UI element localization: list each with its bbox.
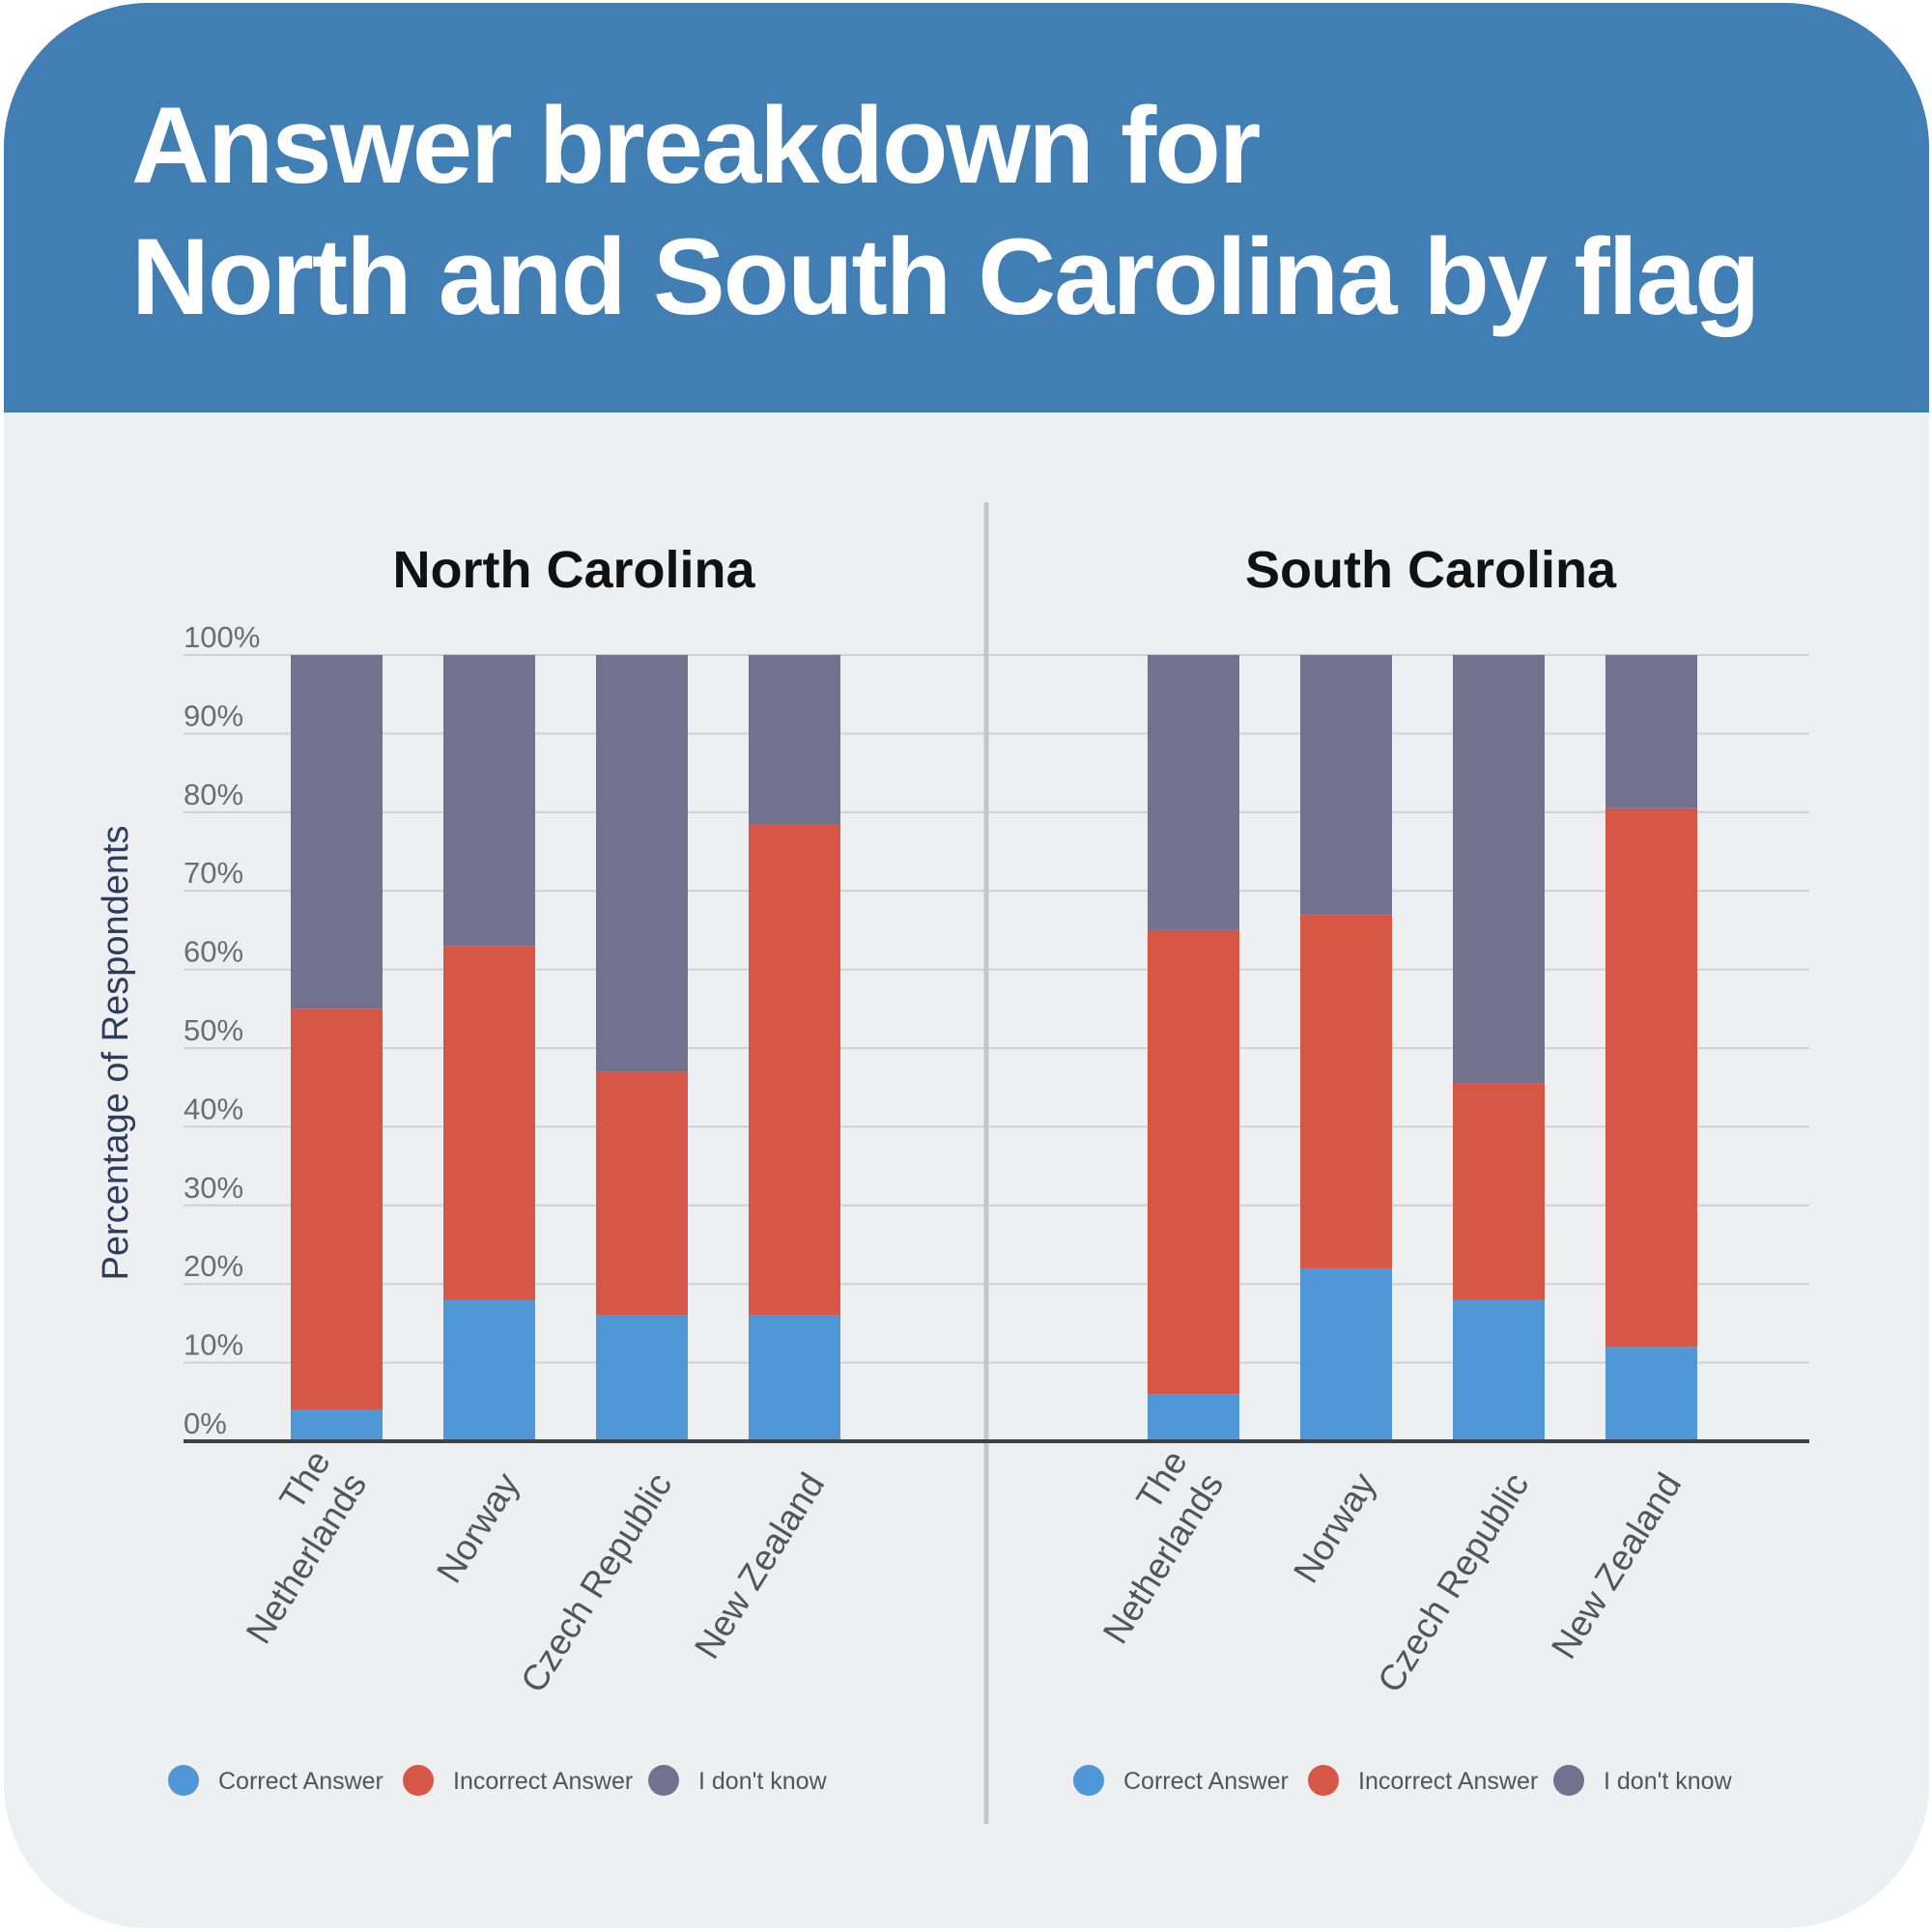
panel-title: North Carolina bbox=[392, 541, 755, 599]
bar-segment bbox=[1148, 655, 1239, 930]
bar-segment bbox=[443, 1299, 535, 1441]
bar-segment bbox=[596, 655, 688, 1072]
bar-segment bbox=[1453, 1299, 1545, 1441]
chart-title-line-1: Answer breakdown for bbox=[131, 85, 1261, 206]
legend-label: Correct Answer bbox=[218, 1768, 384, 1795]
bar-segment bbox=[596, 1315, 688, 1441]
x-tick-label-line: New Zealand bbox=[1544, 1466, 1689, 1666]
legend-swatch bbox=[403, 1765, 434, 1796]
bar-segment bbox=[1605, 1347, 1697, 1441]
bar-segment bbox=[291, 1409, 383, 1441]
y-tick-label: 80% bbox=[184, 778, 243, 811]
bar-segment bbox=[291, 1009, 383, 1410]
y-tick-label: 100% bbox=[184, 620, 260, 654]
bar-segment bbox=[596, 1071, 688, 1316]
bar-segment bbox=[1453, 655, 1545, 1084]
y-tick-label: 70% bbox=[184, 856, 243, 890]
bar-segment bbox=[749, 1315, 840, 1441]
bar-segment bbox=[443, 946, 535, 1300]
bar-segment bbox=[1148, 929, 1239, 1395]
x-tick-label: Norway bbox=[429, 1465, 526, 1590]
x-tick-label: TheNetherlands bbox=[1059, 1443, 1231, 1650]
x-tick-label-line: Czech Republic bbox=[513, 1466, 679, 1699]
legend-swatch bbox=[1553, 1765, 1584, 1796]
chart-panel: South Carolina TheNetherlands NorwayCzech … bbox=[1059, 541, 1733, 1796]
bar-segment bbox=[1605, 655, 1697, 809]
bar-segment bbox=[1148, 1394, 1239, 1441]
legend-label: I don't know bbox=[698, 1768, 828, 1795]
legend-swatch bbox=[648, 1765, 679, 1796]
x-tick-label-line: New Zealand bbox=[687, 1466, 832, 1666]
x-tick-label: TheNetherlands bbox=[202, 1443, 374, 1650]
header-banner: Answer breakdown for North and South Car… bbox=[4, 3, 1929, 412]
bar-segment bbox=[291, 655, 383, 1009]
y-axis-label: Percentage of Respondents bbox=[96, 825, 136, 1280]
y-tick-label: 30% bbox=[184, 1171, 243, 1205]
bar-segment bbox=[749, 655, 840, 825]
y-tick-label: 60% bbox=[184, 935, 243, 969]
bar-segment bbox=[1453, 1083, 1545, 1300]
x-tick-label-line: Norway bbox=[1286, 1465, 1383, 1590]
x-tick-label: Norway bbox=[1286, 1465, 1383, 1590]
x-tick-label-line: Czech Republic bbox=[1370, 1466, 1536, 1699]
y-tick-label: 0% bbox=[184, 1406, 227, 1440]
y-tick-label: 10% bbox=[184, 1328, 243, 1362]
legend-swatch bbox=[168, 1765, 199, 1796]
x-tick-label-line: Norway bbox=[429, 1465, 526, 1590]
bar-segment bbox=[1300, 1267, 1392, 1441]
x-tick-label: Czech Republic bbox=[513, 1466, 679, 1699]
x-tick-label: Czech Republic bbox=[1370, 1466, 1536, 1699]
chart-title-line-2: North and South Carolina by flag bbox=[131, 216, 1760, 337]
y-tick-label: 20% bbox=[184, 1249, 243, 1283]
panel-title: South Carolina bbox=[1245, 541, 1617, 599]
bar-segment bbox=[1300, 655, 1392, 915]
x-tick-label: New Zealand bbox=[687, 1466, 832, 1666]
x-tick-label: New Zealand bbox=[1544, 1466, 1689, 1666]
bar-segment bbox=[1605, 808, 1697, 1348]
y-tick-label: 90% bbox=[184, 698, 243, 732]
legend-label: I don't know bbox=[1604, 1768, 1733, 1795]
bar-segment bbox=[443, 655, 535, 947]
y-tick-label: 50% bbox=[184, 1013, 243, 1047]
legend-label: Correct Answer bbox=[1123, 1768, 1289, 1795]
chart-panel: North Carolina TheNetherlands NorwayCzech … bbox=[168, 541, 840, 1796]
y-tick-label: 40% bbox=[184, 1092, 243, 1125]
legend-label: Incorrect Answer bbox=[453, 1768, 633, 1795]
bar-segment bbox=[749, 824, 840, 1316]
legend-swatch bbox=[1073, 1765, 1104, 1796]
legend-swatch bbox=[1308, 1765, 1339, 1796]
legend-label: Incorrect Answer bbox=[1358, 1768, 1538, 1795]
bar-segment bbox=[1300, 914, 1392, 1268]
